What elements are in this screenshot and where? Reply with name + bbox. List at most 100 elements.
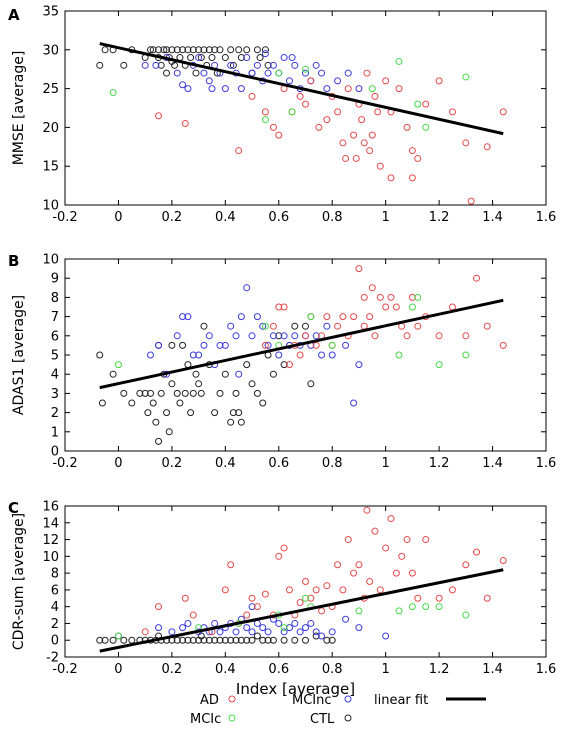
data-point-ctl — [216, 46, 224, 54]
data-point-ad — [435, 77, 443, 85]
data-point-ad — [462, 332, 470, 340]
data-point-ctl — [237, 418, 245, 426]
data-point-ad — [280, 303, 288, 311]
data-point-ad — [422, 100, 430, 108]
data-point-mcinc — [200, 341, 208, 349]
x-tick-label: 0.8 — [322, 210, 343, 225]
data-point-ad — [141, 628, 149, 636]
data-point-ctl — [253, 46, 261, 54]
legend-entry-ctl: CTL — [310, 712, 352, 727]
y-tick-label: 4 — [51, 600, 59, 615]
data-point-mcinc — [312, 332, 320, 340]
data-point-mcinc — [342, 341, 350, 349]
y-tick-label: 2 — [51, 406, 59, 421]
data-point-ctl — [96, 351, 104, 359]
data-point-mcinc — [280, 628, 288, 636]
data-point-ad — [261, 108, 269, 116]
data-point-ad — [368, 131, 376, 139]
data-point-mcinc — [147, 351, 155, 359]
data-point-mcinc — [232, 628, 240, 636]
data-point-mcinc — [211, 619, 219, 627]
panel-c: C -0.2 0 0.2 0.4 0.6 0.8 1 1.2 1.4 1.6 -2 0 2 4 68 10 12 1… — [8, 499, 556, 698]
data-point-mcinc — [344, 69, 352, 77]
data-point-ctl — [291, 322, 299, 330]
data-point-mcic — [395, 351, 403, 359]
data-point-mcic — [408, 303, 416, 311]
y-tick-label: 35 — [42, 5, 59, 20]
data-point-ctl — [211, 409, 219, 417]
data-point-mcic — [422, 603, 430, 611]
data-point-mcinc — [296, 628, 304, 636]
data-point-ad — [414, 594, 422, 602]
data-point-ctl — [269, 370, 277, 378]
data-point-mcic — [109, 88, 117, 96]
x-axis-label: Index [average] — [236, 680, 355, 698]
data-point-mcinc — [155, 624, 163, 632]
data-point-mcinc — [200, 69, 208, 77]
data-point-ad — [382, 77, 390, 85]
data-point-ctl — [192, 69, 200, 77]
data-point-ctl — [173, 389, 181, 397]
legend-entry-mcic: MCIc — [190, 712, 236, 727]
y-tick-label: 1 — [51, 425, 59, 440]
data-point-ad — [483, 143, 491, 151]
data-point-mcic — [414, 293, 422, 301]
data-point-ad — [435, 332, 443, 340]
data-point-ad — [342, 154, 350, 162]
x-tick-label: 1.4 — [482, 662, 503, 677]
data-point-ad — [243, 611, 251, 619]
plot-frame — [64, 10, 547, 206]
data-point-ctl — [253, 632, 261, 640]
data-point-mcinc — [323, 85, 331, 93]
data-point-mcinc — [275, 351, 283, 359]
data-point-mcinc — [264, 69, 272, 77]
data-point-ctl — [98, 399, 106, 407]
data-point-mcinc — [243, 284, 251, 292]
x-tick-label: 1.6 — [536, 662, 557, 677]
data-point-ad — [366, 313, 374, 321]
legend-label: linear fit — [374, 693, 428, 708]
data-point-ad — [302, 578, 309, 585]
legend: AD MCInc linear fit MCIc CTL — [190, 693, 486, 727]
data-point-mcic — [435, 361, 443, 369]
data-point-ctl — [160, 46, 168, 54]
data-point-ctl — [147, 389, 155, 397]
data-point-ad — [366, 578, 374, 585]
x-tick-label: 0.4 — [215, 662, 236, 677]
data-point-mcinc — [155, 341, 163, 349]
data-point-mcic — [435, 603, 443, 611]
data-point-ad — [275, 552, 283, 560]
x-tick-label: 1.6 — [536, 210, 557, 225]
data-point-ctl — [205, 46, 213, 54]
data-point-ctl — [168, 380, 176, 388]
data-point-ctl — [253, 389, 261, 397]
data-point-ctl — [168, 46, 176, 54]
data-point-mcinc — [216, 341, 224, 349]
data-point-ctl — [189, 636, 197, 644]
data-point-ctl — [243, 636, 251, 644]
data-point-mcic — [422, 123, 430, 131]
legend-label: CTL — [310, 712, 335, 727]
y-tick-label: 8 — [51, 567, 59, 582]
data-point-ctl — [221, 54, 229, 62]
data-point-ctl — [200, 322, 208, 330]
data-point-ctl — [195, 380, 203, 388]
legend-label: AD — [200, 693, 219, 708]
data-point-mcic — [261, 322, 269, 330]
data-point-ctl — [184, 636, 192, 644]
data-point-ctl — [96, 636, 104, 644]
data-point-ad — [499, 557, 507, 565]
data-point-ad — [261, 341, 269, 349]
data-point-ad — [360, 139, 368, 147]
data-point-ad — [376, 162, 384, 170]
y-tick-label: -2 — [46, 651, 59, 666]
x-tick-label: 0 — [114, 456, 122, 471]
data-point-ad — [253, 603, 261, 611]
data-point-ad — [403, 123, 411, 131]
data-point-ctl — [275, 332, 283, 340]
data-point-ad — [339, 313, 347, 321]
data-point-ad — [302, 100, 309, 108]
data-point-ad — [339, 139, 347, 147]
x-tick-label: 0.4 — [215, 210, 236, 225]
y-tick-label: 10 — [42, 199, 59, 214]
